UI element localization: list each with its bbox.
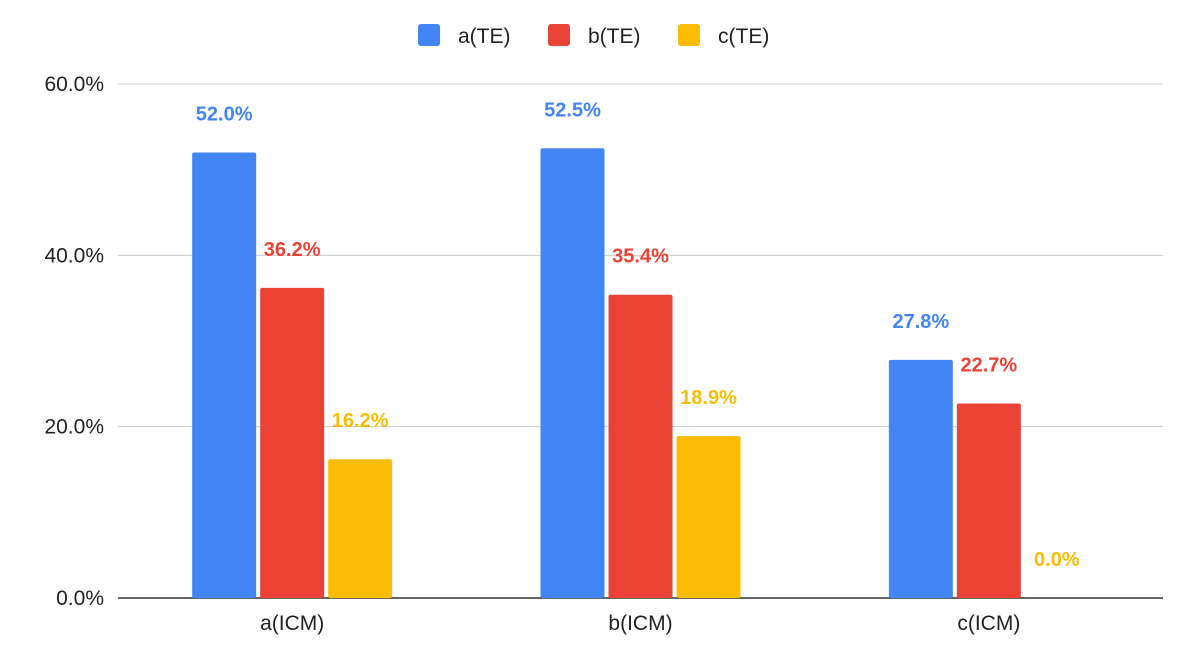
legend-swatch bbox=[548, 24, 570, 46]
x-tick-label: b(ICM) bbox=[608, 612, 672, 635]
x-tick-label: a(ICM) bbox=[260, 612, 324, 635]
bar-c(TE)-b(ICM) bbox=[676, 436, 741, 598]
data-label: 16.2% bbox=[332, 410, 389, 432]
y-tick-label: 0.0% bbox=[56, 587, 104, 610]
x-tick-label: c(ICM) bbox=[957, 612, 1020, 635]
y-tick-label: 40.0% bbox=[44, 244, 104, 267]
legend-item-b(TE)[interactable]: b(TE) bbox=[548, 24, 641, 48]
data-label: 0.0% bbox=[1034, 549, 1080, 571]
data-label: 22.7% bbox=[960, 355, 1017, 377]
y-tick-label: 60.0% bbox=[44, 73, 104, 96]
data-label: 52.5% bbox=[544, 99, 601, 121]
bar-b(TE)-c(ICM) bbox=[956, 403, 1021, 598]
data-label: 36.2% bbox=[264, 239, 321, 261]
legend-label: b(TE) bbox=[588, 25, 641, 48]
legend-label: a(TE) bbox=[458, 25, 511, 48]
bar-c(TE)-a(ICM) bbox=[328, 459, 393, 598]
legend-item-a(TE)[interactable]: a(TE) bbox=[418, 24, 511, 48]
legend-item-c(TE)[interactable]: c(TE) bbox=[678, 24, 769, 48]
y-tick-label: 20.0% bbox=[44, 416, 104, 439]
data-label: 52.0% bbox=[196, 104, 253, 126]
bar-b(TE)-b(ICM) bbox=[608, 294, 673, 598]
legend-swatch bbox=[418, 24, 440, 46]
bar-a(TE)-b(ICM) bbox=[540, 148, 605, 598]
legend-label: c(TE) bbox=[718, 25, 769, 48]
legend: a(TE) b(TE) c(TE) bbox=[418, 24, 769, 48]
bar-a(TE)-c(ICM) bbox=[888, 359, 953, 598]
bar-a(TE)-a(ICM) bbox=[192, 152, 257, 599]
data-label: 27.8% bbox=[892, 311, 949, 333]
data-labels: 52.0% 36.2% 16.2% 52.5% 35.4% 18.9% 27.8% 22.7%… bbox=[196, 99, 1080, 571]
data-label: 18.9% bbox=[680, 387, 737, 409]
data-label: 35.4% bbox=[612, 246, 669, 268]
bar-b(TE)-a(ICM) bbox=[260, 287, 325, 598]
legend-swatch bbox=[678, 24, 700, 46]
bars bbox=[192, 148, 1021, 599]
